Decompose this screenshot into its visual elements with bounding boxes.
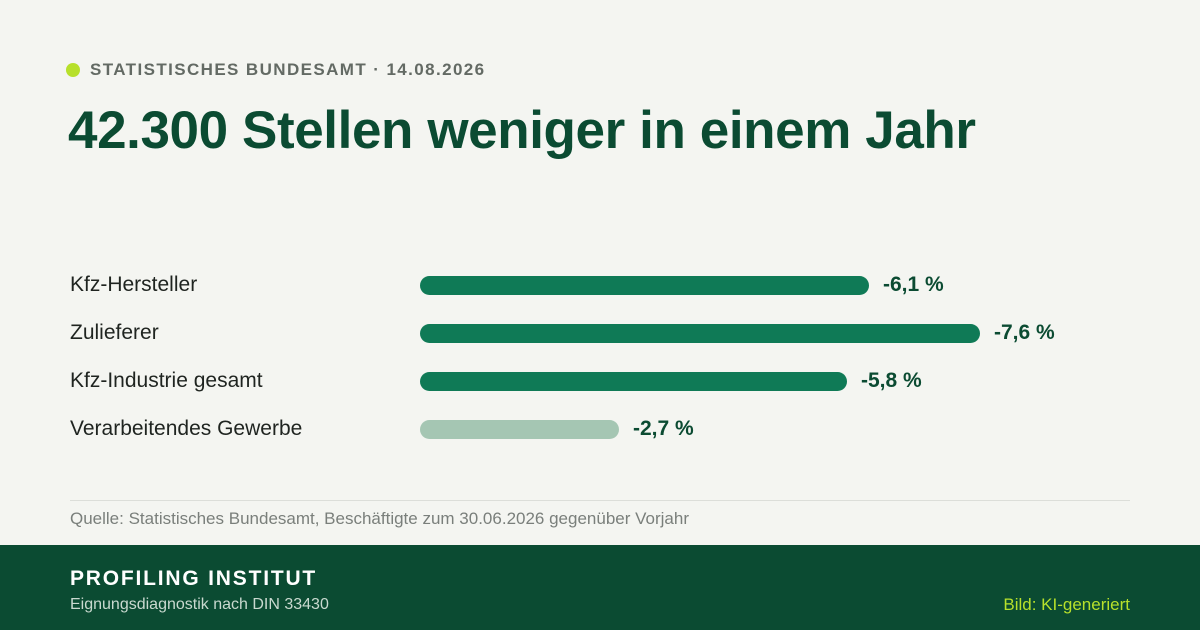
bar-chart: Kfz-Hersteller -6,1 % Zulieferer -7,6 % Kfz-… — [70, 262, 1130, 454]
eyebrow-text: STATISTISCHES BUNDESAMT · 14.08.2026 — [90, 60, 486, 79]
bar-track — [420, 420, 990, 439]
category-label: Verarbeitendes Gewerbe — [70, 417, 303, 440]
source-note: Quelle: Statistisches Bundesamt, Beschäf… — [70, 509, 689, 528]
headline: 42.300 Stellen weniger in einem Jahr — [68, 101, 976, 160]
bar — [420, 276, 869, 295]
value-label: -2,7 % — [633, 417, 694, 440]
image-credit: Bild: KI-generiert — [1003, 595, 1130, 614]
brand-tagline: Eignungsdiagnostik nach DIN 33430 — [70, 596, 329, 613]
bar — [420, 420, 619, 439]
bar-track — [420, 276, 990, 295]
eyebrow: STATISTISCHES BUNDESAMT · 14.08.2026 — [66, 60, 486, 80]
value-label: -7,6 % — [994, 321, 1055, 344]
category-label: Kfz-Hersteller — [70, 273, 198, 296]
bar-track — [420, 324, 990, 343]
bar — [420, 372, 847, 391]
chart-row: Zulieferer -7,6 % — [70, 310, 1130, 358]
brand-name: PROFILING INSTITUT — [70, 567, 318, 590]
bar — [420, 324, 980, 343]
chart-row: Verarbeitendes Gewerbe -2,7 % — [70, 406, 1130, 454]
chart-row: Kfz-Hersteller -6,1 % — [70, 262, 1130, 310]
category-label: Zulieferer — [70, 321, 159, 344]
divider — [70, 500, 1130, 501]
value-label: -5,8 % — [861, 369, 922, 392]
category-label: Kfz-Industrie gesamt — [70, 369, 263, 392]
bar-track — [420, 372, 990, 391]
accent-dot-icon — [66, 63, 80, 77]
value-label: -6,1 % — [883, 273, 944, 296]
footer: PROFILING INSTITUT Eignungsdiagnostik na… — [0, 545, 1200, 630]
chart-row: Kfz-Industrie gesamt -5,8 % — [70, 358, 1130, 406]
